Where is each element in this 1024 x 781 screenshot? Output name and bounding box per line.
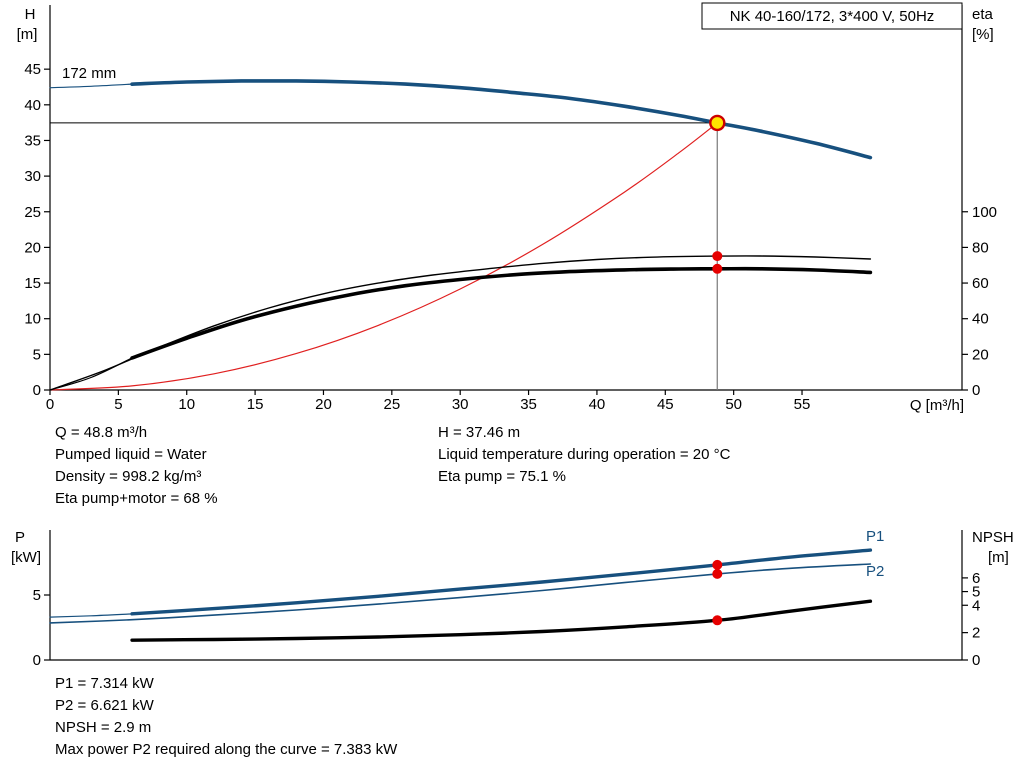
p2-curve-label: P2 [866, 563, 884, 580]
y-right-tick-label: 2 [972, 625, 980, 642]
x-tick-label: 50 [725, 396, 742, 413]
info-density: Density = 998.2 kg/m³ [55, 468, 201, 485]
y-left-tick-label: 45 [24, 61, 41, 78]
operating-point-dot [712, 251, 723, 262]
y-left-tick-label: 15 [24, 275, 41, 292]
info-p1: P1 = 7.314 kW [55, 675, 155, 692]
y-right-tick-label: 20 [972, 346, 989, 363]
y-right-tick-label: 0 [972, 652, 980, 669]
duty-point-marker [709, 114, 726, 132]
info-eta-pump-motor: Eta pump+motor = 68 % [55, 490, 218, 507]
y-left-tick-label: 20 [24, 239, 41, 256]
info-eta-pump: Eta pump = 75.1 % [438, 468, 566, 485]
head-curve-172mm [130, 79, 873, 160]
operating-point-dot [712, 559, 723, 570]
y-right-tick-label: 80 [972, 239, 989, 256]
p-axis-unit: [kW] [11, 549, 41, 566]
system-curve [49, 122, 718, 391]
info-q: Q = 48.8 m³/h [55, 424, 147, 441]
x-tick-label: 15 [247, 396, 264, 413]
operating-point-dot [712, 615, 723, 626]
operating-point-dot [712, 568, 723, 579]
p1-curve-lead [49, 613, 133, 618]
x-tick-label: 25 [383, 396, 400, 413]
impeller-diameter-label: 172 mm [62, 65, 116, 82]
y-right-tick-label: 60 [972, 275, 989, 292]
npsh-axis-name: NPSH [972, 529, 1014, 546]
y-left-tick-label: 5 [33, 346, 41, 363]
pump-title: NK 40-160/172, 3*400 V, 50Hz [730, 8, 935, 25]
y-right-tick-label: 40 [972, 311, 989, 328]
y-left-tick-label: 25 [24, 204, 41, 221]
npsh-axis-unit: [m] [988, 549, 1009, 566]
y-left-tick-label: 30 [24, 168, 41, 185]
y-left-tick-label: 40 [24, 97, 41, 114]
info-h: H = 37.46 m [438, 424, 520, 441]
x-tick-label: 5 [114, 396, 122, 413]
p2-curve [49, 563, 872, 624]
y-left-tick-label: 10 [24, 311, 41, 328]
p1-curve [130, 548, 873, 616]
y-right-tick-label: 5 [972, 584, 980, 601]
eta-pump-curve [49, 255, 872, 391]
q-axis-label: Q [m³/h] [910, 397, 964, 414]
p1-curve-label: P1 [866, 528, 884, 545]
y-right-tick-label: 6 [972, 570, 980, 587]
y-left-tick-label: 0 [33, 652, 41, 669]
chart-0: 0 5 10 15 20 25 30 35 40 45 50 55 0 5 10 15 20 25 30 35 40 45… [24, 5, 997, 413]
info-max-power: Max power P2 required along the curve = … [55, 741, 398, 758]
info-npsh: NPSH = 2.9 m [55, 719, 151, 736]
npsh-curve [130, 599, 873, 642]
h-axis-name: H [25, 6, 36, 23]
y-right-tick-label: 0 [972, 382, 980, 399]
y-right-tick-label: 100 [972, 204, 997, 221]
generated-chart-layer: 0 5 10 15 20 25 30 35 40 45 50 55051015202530354045… [24, 5, 997, 669]
y-left-tick-label: 0 [33, 382, 41, 399]
x-tick-label: 40 [589, 396, 606, 413]
x-tick-label: 30 [452, 396, 469, 413]
y-right-tick-label: 4 [972, 597, 980, 614]
pump-title-box [701, 2, 963, 30]
x-tick-label: 35 [520, 396, 537, 413]
eta-pump-motor-curve [130, 266, 873, 360]
info-p2: P2 = 6.621 kW [55, 697, 155, 714]
x-tick-label: 20 [315, 396, 332, 413]
x-tick-label: 10 [178, 396, 195, 413]
y-left-tick-label: 35 [24, 132, 41, 149]
x-tick-label: 45 [657, 396, 674, 413]
info-pumped-liquid: Pumped liquid = Water [55, 446, 207, 463]
eta-axis-name: eta [972, 6, 994, 23]
eta-pump-motor-lead [49, 357, 133, 391]
x-tick-label: 0 [46, 396, 54, 413]
y-left-tick-label: 5 [33, 587, 41, 604]
eta-axis-unit: [%] [972, 26, 994, 43]
head-curve-lead [49, 83, 133, 89]
x-tick-label: 55 [794, 396, 811, 413]
h-axis-unit: [m] [17, 26, 38, 43]
operating-point-dot [712, 263, 723, 274]
info-liquid-temperature: Liquid temperature during operation = 20… [438, 446, 731, 463]
p-axis-name: P [15, 529, 25, 546]
